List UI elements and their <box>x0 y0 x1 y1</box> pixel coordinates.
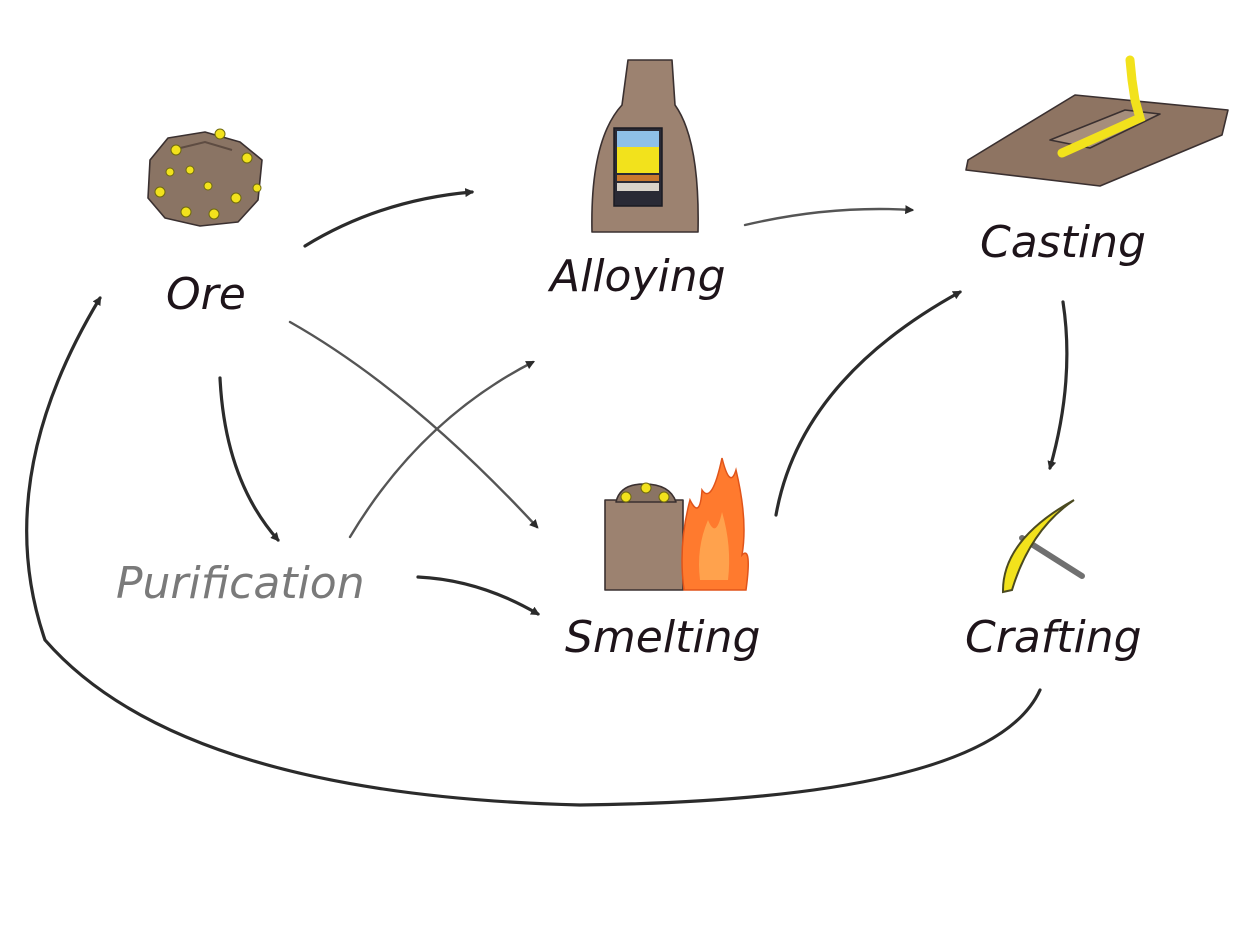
smelting-fire-icon <box>604 457 749 591</box>
node-label-casting: Casting <box>980 217 1146 268</box>
ore-rock-icon <box>147 128 263 227</box>
arrow-purification-to-alloying <box>348 360 536 539</box>
node-label-alloying: Alloying <box>547 251 726 302</box>
arrow-ore-to-purification <box>218 376 280 542</box>
node-label-ore: Ore <box>166 269 246 320</box>
arrow-ore-to-smelting <box>288 320 539 529</box>
arrow-purification-to-smelting <box>416 575 540 616</box>
node-label-crafting: Crafting <box>965 612 1142 663</box>
arrow-crafting-to-ore <box>25 296 1042 807</box>
casting-mold-icon <box>965 55 1229 187</box>
node-label-smelting: Smelting <box>565 612 760 663</box>
arrow-alloying-to-casting <box>743 205 915 227</box>
arrow-smelting-to-casting <box>774 290 962 517</box>
node-label-purification: Purification <box>116 558 365 609</box>
furnace-icon <box>591 59 699 233</box>
arrow-ore-to-alloying <box>303 188 475 248</box>
arrow-casting-to-crafting <box>1047 300 1069 471</box>
pickaxe-icon <box>1001 499 1085 594</box>
